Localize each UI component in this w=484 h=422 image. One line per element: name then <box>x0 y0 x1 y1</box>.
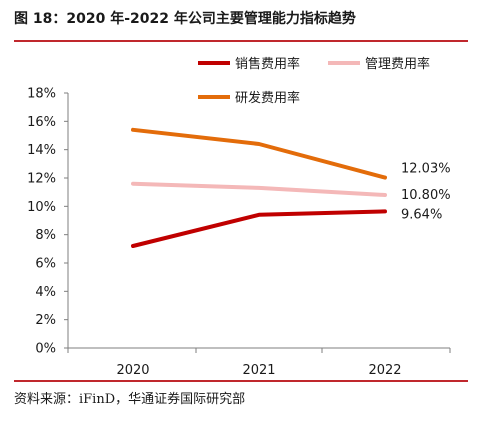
y-tick-label: 12% <box>27 172 56 187</box>
y-tick-label: 10% <box>27 200 56 215</box>
legend-label: 销售费用率 <box>235 56 300 72</box>
source-note: 资料来源：iFinD，华通证券国际研究部 <box>14 392 246 407</box>
y-tick-label: 8% <box>35 228 56 243</box>
x-tick-label: 2020 <box>116 363 149 378</box>
chart-title: 图 18：2020 年-2022 年公司主要管理能力指标趋势 <box>14 11 356 27</box>
line-chart: 0% 2% 4% 6% 8% 10% 12% 14% 16% 18% 2020 2021 2022 9.6… <box>27 56 451 378</box>
series-line-1 <box>131 209 387 248</box>
legend-label: 管理费用率 <box>365 56 430 72</box>
y-tick-label: 14% <box>27 143 56 158</box>
y-tick-label: 2% <box>35 313 56 328</box>
y-tick-label: 18% <box>27 87 56 102</box>
x-tick-label: 2021 <box>242 363 275 378</box>
bottom-divider <box>14 380 468 382</box>
x-tick-label: 2022 <box>368 363 401 378</box>
series-line-2 <box>131 181 387 197</box>
top-divider <box>14 40 468 42</box>
data-label: 12.03% <box>401 162 451 177</box>
data-label: 9.64% <box>401 207 442 222</box>
y-tick-label: 6% <box>35 257 56 272</box>
y-tick-label: 0% <box>35 342 56 357</box>
data-label: 10.80% <box>401 188 451 203</box>
series-line-3 <box>131 127 387 180</box>
y-tick-label: 4% <box>35 285 56 300</box>
legend-label: 研发费用率 <box>235 90 300 106</box>
y-tick-label: 16% <box>27 115 56 130</box>
